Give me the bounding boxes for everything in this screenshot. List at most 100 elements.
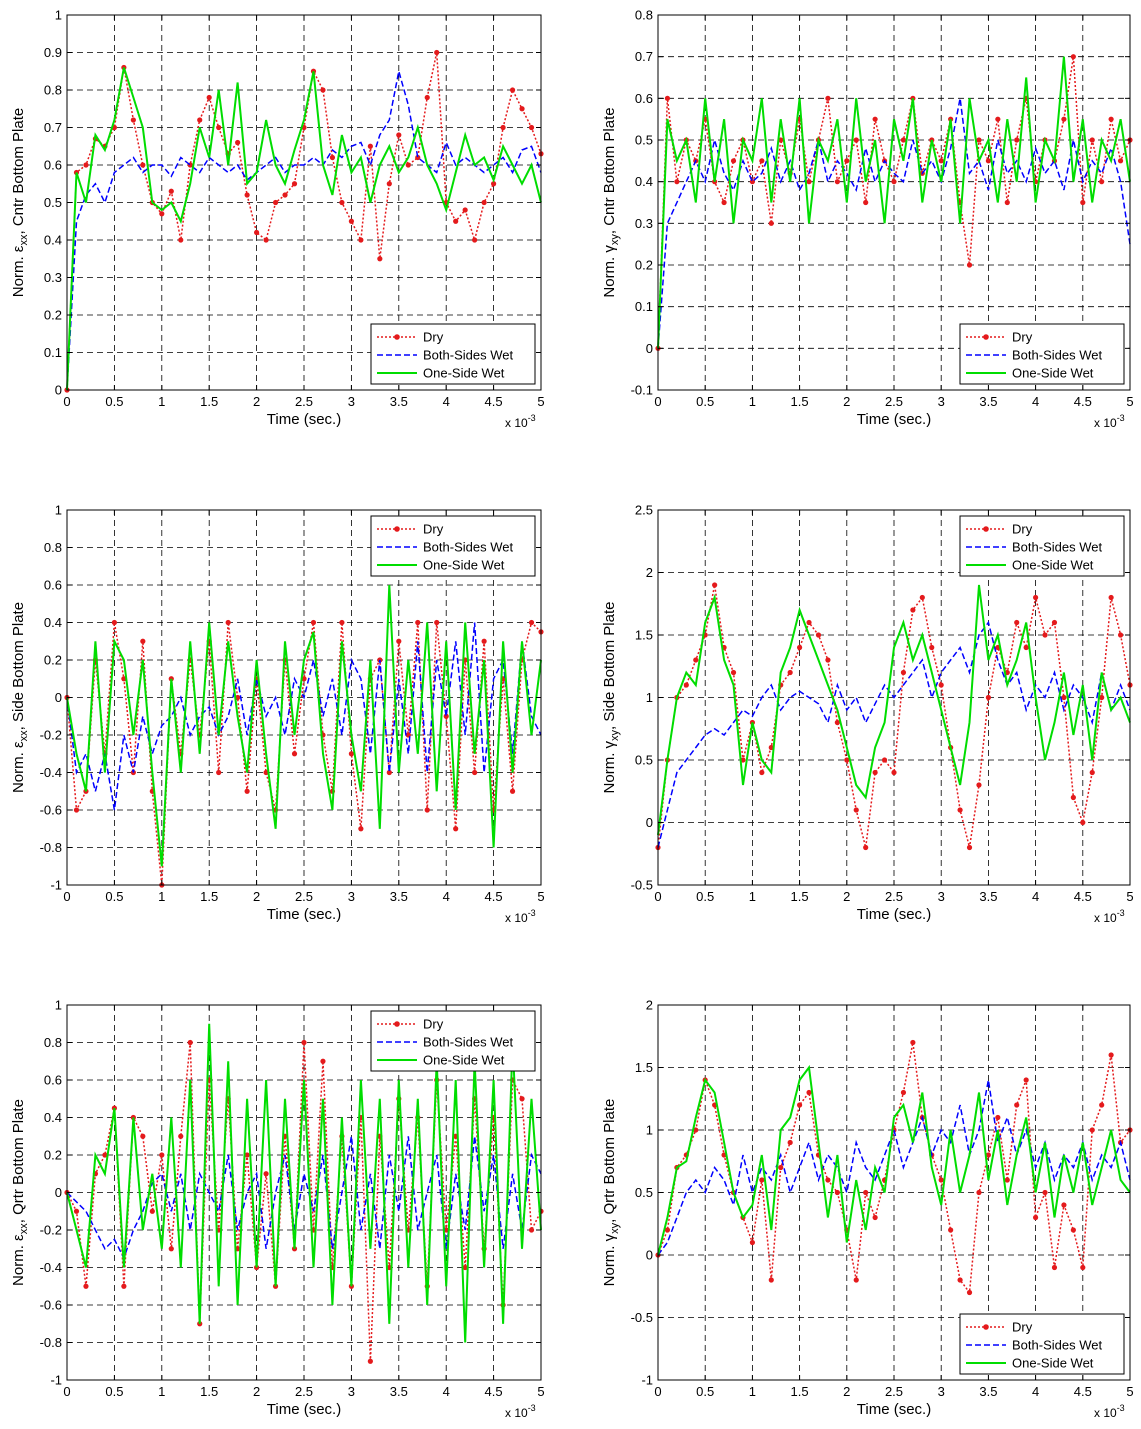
dry-point — [339, 619, 345, 626]
x-tick-label: 1.5 — [791, 394, 809, 409]
dry-point — [910, 607, 916, 613]
y-tick-label: 0.5 — [635, 133, 653, 148]
dry-point — [1099, 694, 1105, 701]
x-tick-label: 4 — [443, 394, 450, 409]
dry-point — [424, 807, 430, 813]
dry-point — [976, 1189, 982, 1196]
dry-point — [966, 262, 973, 268]
x-axis-label: Time (sec.) — [267, 906, 341, 923]
series-line-both-sides-wet — [66, 1136, 542, 1261]
dry-point — [1023, 644, 1029, 651]
x-tick-label: 3.5 — [390, 1384, 408, 1399]
dry-point — [216, 769, 222, 776]
legend: Dry Both-Sides Wet One-Side Wet — [959, 1313, 1125, 1375]
dry-point — [664, 1227, 671, 1233]
legend-label: Both-Sides Wet — [1012, 348, 1102, 363]
x-tick-label: 2.5 — [885, 394, 903, 409]
x-tick-label: 2 — [253, 1384, 260, 1399]
dry-point — [1080, 1264, 1086, 1271]
dry-point — [225, 619, 231, 626]
dry-point — [948, 1227, 954, 1233]
y-tick-label: 0.4 — [44, 233, 62, 248]
legend-marker — [394, 1021, 400, 1027]
dry-point — [453, 826, 459, 832]
dry-point — [693, 657, 699, 663]
dry-point — [834, 719, 840, 726]
dry-point — [787, 1139, 793, 1146]
dry-point — [1014, 137, 1020, 143]
y-axis-label: Norm. γxy, Side Bottom Plate — [601, 602, 621, 794]
y-tick-label: 0.9 — [44, 45, 62, 60]
legend: Dry Both-Sides Wet One-Side Wet — [370, 515, 536, 577]
legend-label: Dry — [423, 1017, 444, 1032]
x-tick-label: 3 — [348, 889, 355, 904]
dry-point — [1033, 1214, 1039, 1221]
legend-label: One-Side Wet — [1012, 1356, 1094, 1371]
y-tick-label: 0.7 — [44, 120, 62, 135]
dry-point — [348, 751, 354, 757]
dry-point — [462, 207, 468, 213]
y-tick-label: 0.2 — [44, 308, 62, 323]
dry-point — [995, 1114, 1001, 1121]
dry-point — [797, 1102, 803, 1108]
dry-point — [310, 619, 317, 626]
x-tick-label: 3 — [938, 394, 945, 409]
legend-label: One-Side Wet — [423, 558, 505, 573]
dry-point — [528, 124, 535, 131]
dry-point — [863, 1189, 869, 1196]
x-tick-label: 4.5 — [1074, 1384, 1092, 1399]
dry-point — [872, 1214, 878, 1221]
dry-point — [443, 713, 449, 719]
x-tick-label: 0 — [63, 394, 70, 409]
dry-point — [481, 638, 487, 644]
y-tick-label: -0.5 — [631, 1310, 653, 1325]
y-tick-label: 0.8 — [44, 540, 62, 555]
dry-point — [1070, 794, 1076, 801]
dry-point — [1089, 1127, 1095, 1133]
dry-point — [721, 199, 727, 206]
dry-point — [367, 143, 373, 149]
y-tick-label: -1 — [641, 1373, 653, 1388]
dry-point — [263, 237, 269, 243]
x-tick-label: 1.5 — [791, 889, 809, 904]
dry-point — [140, 638, 146, 644]
ticks: 0 0.5 1 1.5 2 2.5 3 3.5 4 4.5 5 -1 -0.8 -0.6 -0.4 -0.2 0… — [40, 998, 545, 1400]
legend-label: Dry — [1012, 330, 1033, 345]
dry-point — [900, 1089, 907, 1096]
dry-point — [957, 1277, 963, 1283]
dry-point — [759, 158, 765, 164]
y-tick-label: 0.6 — [635, 91, 653, 106]
y-tick-label: 0.2 — [44, 653, 62, 668]
dry-point — [1117, 632, 1124, 638]
y-tick-label: -1 — [50, 1373, 62, 1388]
dry-point — [966, 844, 973, 851]
x-axis-label: Time (sec.) — [857, 1401, 931, 1418]
ticks: 0 0.5 1 1.5 2 2.5 3 3.5 4 4.5 5 0 0.1 0.2 0.3 0.4 0.5 0.6… — [44, 8, 545, 410]
dry-point — [405, 162, 411, 168]
y-tick-label: 2 — [646, 998, 653, 1013]
y-tick-label: -0.2 — [40, 728, 62, 743]
x-tick-label: 0 — [654, 1384, 661, 1399]
y-tick-label: 0.5 — [44, 195, 62, 210]
y-axis-label: Norm. εxx, Cntr Bottom Plate — [10, 108, 30, 297]
x-tick-label: 1.5 — [791, 1384, 809, 1399]
x-tick-label: 1.5 — [200, 1384, 218, 1399]
legend-marker — [983, 526, 989, 532]
dry-point — [872, 769, 878, 776]
dry-point — [519, 106, 525, 112]
dry-point — [102, 1152, 108, 1158]
dry-point — [244, 788, 250, 794]
dry-point — [985, 1152, 992, 1158]
dry-point — [749, 1239, 756, 1246]
series-group — [64, 1023, 544, 1364]
dry-point — [976, 782, 982, 788]
y-tick-label: 0.4 — [635, 174, 653, 189]
chart-panel-5: 0 0.5 1 1.5 2 2.5 3 3.5 4 4.5 5 -1 -0.8 -0.6 -0.4 -0.2 0… — [10, 998, 545, 1421]
dry-point — [1023, 1077, 1029, 1083]
dry-point — [453, 218, 459, 224]
dry-point — [995, 116, 1001, 122]
y-tick-label: 1.5 — [635, 1060, 653, 1075]
legend-label: Both-Sides Wet — [423, 348, 513, 363]
ticks: 0 0.5 1 1.5 2 2.5 3 3.5 4 4.5 5 -1 -0.8 -0.6 -0.4 -0.2 0… — [40, 503, 545, 905]
x-tick-label: 2 — [253, 394, 260, 409]
